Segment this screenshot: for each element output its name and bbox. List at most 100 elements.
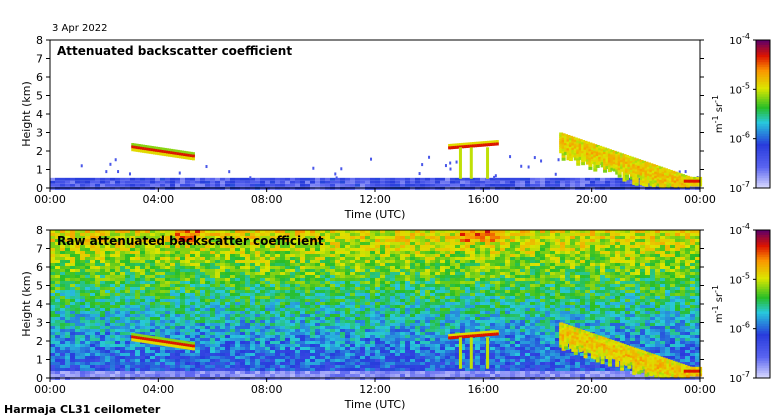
heatmap-cell bbox=[340, 341, 345, 344]
heatmap-cell bbox=[90, 266, 95, 269]
cloud-cell bbox=[634, 162, 639, 166]
cloud-cell bbox=[576, 153, 581, 157]
heatmap-cell bbox=[190, 353, 195, 356]
heatmap-cell bbox=[165, 311, 170, 314]
heatmap-cell bbox=[215, 326, 220, 329]
heatmap-cell bbox=[395, 302, 400, 305]
heatmap-cell bbox=[90, 323, 95, 326]
heatmap-cell bbox=[395, 287, 400, 290]
heatmap-cell bbox=[225, 287, 230, 290]
heatmap-cell bbox=[320, 177, 325, 181]
colorbar-segment bbox=[756, 89, 770, 93]
heatmap-cell bbox=[360, 374, 365, 377]
heatmap-cell bbox=[390, 284, 395, 287]
heatmap-cell bbox=[250, 374, 255, 377]
cloud-cell bbox=[600, 148, 605, 152]
heatmap-cell bbox=[85, 338, 90, 341]
heatmap-cell bbox=[340, 317, 345, 320]
heatmap-cell bbox=[240, 305, 245, 308]
heatmap-cell bbox=[150, 257, 155, 260]
heatmap-cell bbox=[200, 374, 205, 377]
cloud-cell bbox=[644, 181, 649, 185]
cloud-cell bbox=[637, 168, 642, 172]
cloud-cell bbox=[622, 156, 627, 160]
heatmap-cell bbox=[305, 302, 310, 305]
heatmap-cell bbox=[205, 230, 210, 233]
heatmap-cell bbox=[145, 374, 150, 377]
heatmap-cell bbox=[225, 311, 230, 314]
heatmap-cell bbox=[75, 344, 80, 347]
cloud-cell bbox=[588, 158, 593, 162]
heatmap-cell bbox=[235, 239, 240, 242]
heatmap-cell bbox=[405, 326, 410, 329]
heatmap-cell bbox=[140, 305, 145, 308]
heatmap-cell bbox=[60, 269, 65, 272]
heatmap-cell bbox=[150, 347, 155, 350]
heatmap-cell bbox=[390, 344, 395, 347]
heatmap-cell bbox=[50, 290, 55, 293]
heatmap-cell bbox=[235, 180, 240, 184]
heatmap-cell bbox=[360, 326, 365, 329]
cloud-cell bbox=[559, 148, 564, 152]
heatmap-cell bbox=[340, 177, 345, 181]
heatmap-cell bbox=[340, 230, 345, 233]
heatmap-cell bbox=[160, 314, 165, 317]
cloud-cell bbox=[671, 177, 676, 181]
heatmap-cell bbox=[180, 263, 185, 266]
heatmap-cell bbox=[155, 278, 160, 281]
heatmap-cell bbox=[375, 344, 380, 347]
heatmap-cell bbox=[265, 299, 270, 302]
heatmap-cell bbox=[65, 183, 70, 187]
heatmap-cell bbox=[270, 347, 275, 350]
cloud-cell bbox=[568, 135, 573, 139]
cloud-cell bbox=[593, 157, 598, 161]
heatmap-cell bbox=[345, 183, 350, 187]
cloud-cell bbox=[651, 175, 656, 179]
heatmap-cell bbox=[115, 260, 120, 263]
heatmap-cell bbox=[580, 177, 585, 181]
heatmap-cell bbox=[390, 314, 395, 317]
heatmap-cell bbox=[55, 371, 60, 374]
heatmap-cell bbox=[395, 326, 400, 329]
cloud-cell bbox=[588, 160, 593, 164]
cloud-cell bbox=[559, 141, 564, 145]
heatmap-cell bbox=[80, 245, 85, 248]
cloud-cell bbox=[489, 143, 493, 147]
cloud-cell bbox=[150, 145, 154, 150]
heatmap-cell bbox=[290, 362, 295, 365]
heatmap-cell bbox=[285, 254, 290, 257]
heatmap-cell bbox=[215, 347, 220, 350]
heatmap-cell bbox=[265, 236, 270, 239]
heatmap-cell bbox=[290, 180, 295, 184]
heatmap-cell bbox=[130, 272, 135, 275]
cloud-cell bbox=[476, 144, 480, 148]
heatmap-cell bbox=[400, 296, 405, 299]
cloud-cell bbox=[612, 150, 617, 154]
heatmap-cell bbox=[325, 296, 330, 299]
heatmap-cell bbox=[205, 180, 210, 184]
heatmap-cell bbox=[345, 236, 350, 239]
heatmap-cell bbox=[85, 344, 90, 347]
heatmap-cell bbox=[225, 230, 230, 233]
heatmap-cell bbox=[255, 287, 260, 290]
heatmap-cell bbox=[405, 245, 410, 248]
heatmap-cell bbox=[185, 272, 190, 275]
heatmap-cell bbox=[290, 338, 295, 341]
heatmap-cell bbox=[285, 287, 290, 290]
heatmap-cell bbox=[155, 365, 160, 368]
heatmap-cell bbox=[110, 284, 115, 287]
heatmap-cell bbox=[360, 320, 365, 323]
heatmap-cell bbox=[400, 356, 405, 359]
heatmap-cell bbox=[345, 180, 350, 184]
heatmap-cell bbox=[395, 236, 400, 239]
heatmap-cell bbox=[315, 323, 320, 326]
heatmap-cell bbox=[115, 356, 120, 359]
heatmap-cell bbox=[125, 320, 130, 323]
heatmap-cell bbox=[340, 269, 345, 272]
heatmap-cell bbox=[310, 275, 315, 278]
heatmap-cell bbox=[390, 257, 395, 260]
heatmap-cell bbox=[315, 272, 320, 275]
heatmap-cell bbox=[50, 180, 55, 184]
heatmap-cell bbox=[335, 317, 340, 320]
heatmap-cell bbox=[205, 350, 210, 353]
